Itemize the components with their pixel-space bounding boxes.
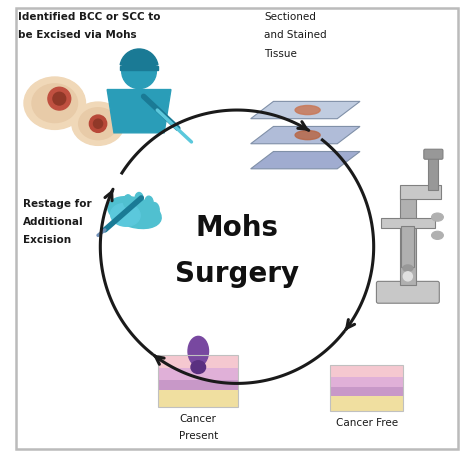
Bar: [330, 365, 403, 377]
Bar: [158, 380, 238, 390]
Text: Mohs: Mohs: [195, 214, 279, 243]
Bar: [330, 365, 403, 411]
Ellipse shape: [124, 195, 132, 207]
FancyBboxPatch shape: [424, 149, 443, 159]
Bar: [400, 190, 416, 286]
Bar: [401, 226, 414, 267]
Bar: [158, 355, 238, 368]
Wedge shape: [120, 49, 158, 68]
Circle shape: [403, 272, 412, 281]
Bar: [330, 396, 403, 411]
Bar: [120, 66, 158, 70]
Bar: [158, 390, 238, 407]
Ellipse shape: [110, 203, 140, 226]
Bar: [428, 155, 438, 190]
Ellipse shape: [145, 196, 153, 209]
Text: Present: Present: [179, 431, 218, 441]
Ellipse shape: [79, 108, 118, 140]
FancyBboxPatch shape: [16, 7, 458, 450]
Ellipse shape: [151, 202, 159, 215]
Ellipse shape: [135, 192, 143, 205]
Ellipse shape: [53, 92, 66, 105]
Bar: [158, 355, 238, 407]
Text: Sectioned: Sectioned: [264, 12, 316, 22]
Text: Cancer Free: Cancer Free: [336, 418, 398, 428]
Bar: [330, 387, 403, 396]
Ellipse shape: [72, 102, 124, 145]
Text: and Stained: and Stained: [264, 30, 327, 40]
Text: Tissue: Tissue: [264, 48, 297, 58]
Bar: [381, 218, 435, 228]
Text: Surgery: Surgery: [175, 260, 299, 288]
Text: be Excised via Mohs: be Excised via Mohs: [18, 30, 137, 40]
Bar: [330, 377, 403, 387]
Ellipse shape: [295, 131, 320, 140]
Ellipse shape: [191, 361, 206, 373]
Circle shape: [122, 54, 156, 89]
Text: Additional: Additional: [23, 217, 83, 227]
Text: Cancer: Cancer: [180, 414, 217, 424]
Bar: [158, 368, 238, 380]
Ellipse shape: [108, 197, 161, 228]
Text: Excision: Excision: [23, 235, 71, 245]
Polygon shape: [107, 90, 171, 133]
Ellipse shape: [48, 87, 71, 110]
Ellipse shape: [32, 84, 78, 122]
Ellipse shape: [431, 213, 443, 221]
Ellipse shape: [188, 336, 209, 366]
Text: Restage for: Restage for: [23, 199, 91, 209]
Polygon shape: [251, 127, 360, 144]
Bar: [400, 185, 441, 199]
FancyBboxPatch shape: [376, 282, 439, 303]
Ellipse shape: [431, 231, 443, 239]
Polygon shape: [251, 152, 360, 169]
Polygon shape: [251, 101, 360, 119]
Ellipse shape: [403, 265, 413, 271]
Ellipse shape: [295, 106, 320, 115]
Ellipse shape: [90, 115, 107, 133]
Ellipse shape: [24, 77, 85, 129]
Ellipse shape: [93, 119, 102, 128]
Text: Identified BCC or SCC to: Identified BCC or SCC to: [18, 12, 161, 22]
